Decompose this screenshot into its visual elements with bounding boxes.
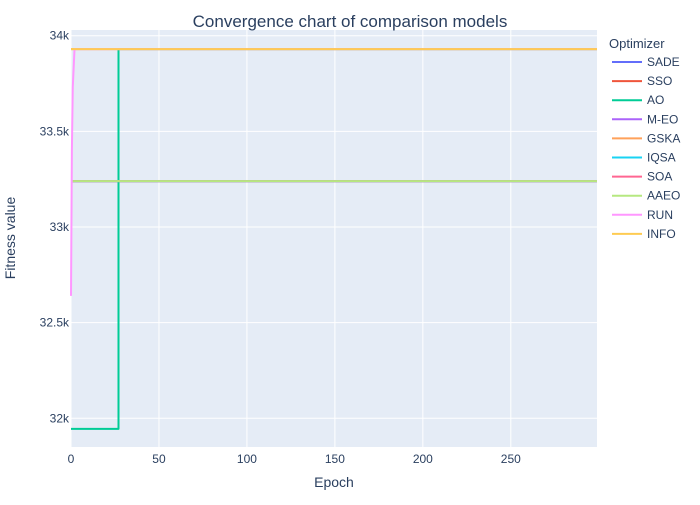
x-tick-label: 250 <box>501 452 521 466</box>
legend-title: Optimizer <box>609 36 665 51</box>
legend-item-sso[interactable]: SSO <box>612 74 672 88</box>
legend-label: RUN <box>647 208 673 222</box>
y-tick-label: 33.5k <box>40 124 70 138</box>
x-tick-label: 150 <box>325 452 345 466</box>
legend-label: GSKA <box>647 131 680 145</box>
grid-lines <box>70 30 597 447</box>
y-tick-label: 33k <box>50 220 70 234</box>
legend-item-run[interactable]: RUN <box>612 208 673 222</box>
legend: Optimizer SADE SSO AO M-EO GSKA IQSA SOA AAEO RU… <box>609 36 680 241</box>
plot-area <box>71 30 597 447</box>
legend-label: AO <box>647 93 664 107</box>
legend-items: SADE SSO AO M-EO GSKA IQSA SOA AAEO RUN INFO <box>612 55 680 241</box>
y-axis-title: Fitness value <box>2 197 18 280</box>
y-tick-label: 32.5k <box>40 316 70 330</box>
legend-item-ao[interactable]: AO <box>612 93 664 107</box>
legend-item-iqsa[interactable]: IQSA <box>612 151 676 165</box>
legend-label: SSO <box>647 74 672 88</box>
legend-item-sade[interactable]: SADE <box>612 55 680 69</box>
legend-item-m-eo[interactable]: M-EO <box>612 112 678 126</box>
x-tick-label: 200 <box>413 452 433 466</box>
legend-label: SADE <box>647 55 680 69</box>
chart-title: Convergence chart of comparison models <box>193 12 508 31</box>
x-tick-label: 0 <box>68 452 75 466</box>
legend-label: IQSA <box>647 151 676 165</box>
series-lines <box>70 48 597 430</box>
x-axis-title: Epoch <box>314 474 354 490</box>
tick-labels: 0 50 100 150 200 250 32k 32.5k 33k 33.5k 34k <box>40 29 521 466</box>
legend-label: M-EO <box>647 112 678 126</box>
legend-item-info[interactable]: INFO <box>612 227 676 241</box>
legend-item-gska[interactable]: GSKA <box>612 131 680 145</box>
x-tick-label: 100 <box>237 452 257 466</box>
x-tick-label: 50 <box>152 452 166 466</box>
legend-label: AAEO <box>647 189 680 203</box>
legend-item-soa[interactable]: SOA <box>612 170 672 184</box>
y-tick-label: 32k <box>50 411 70 425</box>
legend-item-aaeo[interactable]: AAEO <box>612 189 680 203</box>
legend-label: INFO <box>647 227 676 241</box>
legend-label: SOA <box>647 170 672 184</box>
y-tick-label: 34k <box>50 29 70 43</box>
